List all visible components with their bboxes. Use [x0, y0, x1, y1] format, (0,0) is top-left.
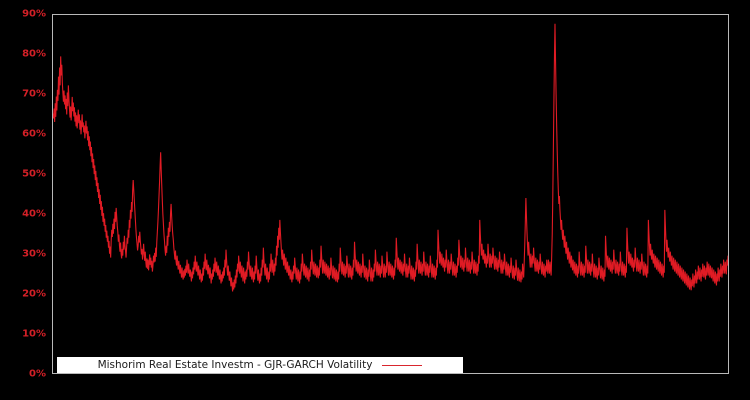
y-tick-label: 90% — [22, 8, 46, 20]
plot-area — [52, 14, 729, 374]
y-tick-label: 30% — [22, 248, 46, 260]
y-tick-label: 70% — [22, 88, 46, 100]
y-axis: 0% 10% 20% 30% 40% 50% 60% 70% 80% 90% — [0, 0, 52, 400]
y-tick-label: 20% — [22, 288, 46, 300]
legend-label: Mishorim Real Estate Investm - GJR-GARCH… — [97, 358, 373, 371]
legend-line-sample-icon — [382, 364, 423, 366]
y-tick-label: 10% — [22, 328, 46, 340]
y-tick-label: 60% — [22, 128, 46, 140]
volatility-line — [53, 23, 728, 292]
y-tick-label: 50% — [22, 168, 46, 180]
volatility-series-svg — [53, 23, 728, 292]
y-tick-label: 0% — [29, 368, 46, 380]
y-tick-label: 40% — [22, 208, 46, 220]
legend: Mishorim Real Estate Investm - GJR-GARCH… — [57, 357, 463, 373]
y-tick-label: 80% — [22, 48, 46, 60]
